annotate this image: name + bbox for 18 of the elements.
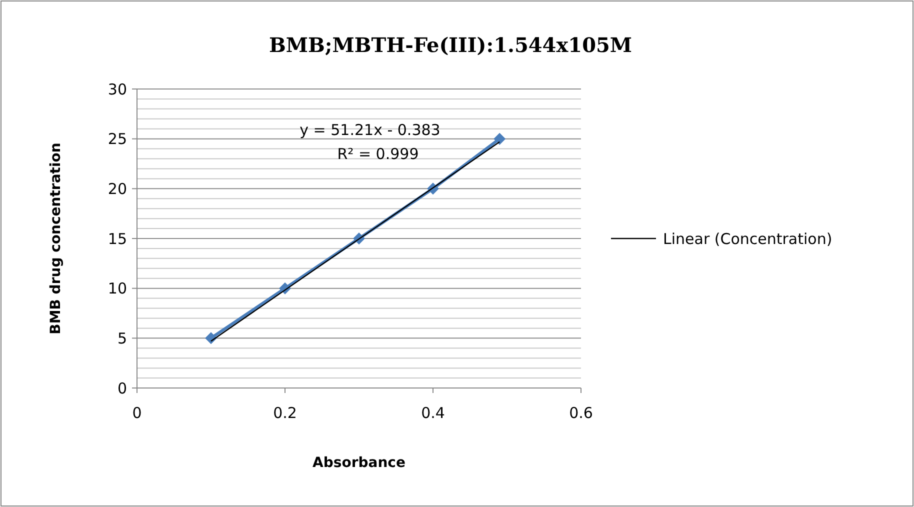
x-tick-label: 0.2 [273, 404, 297, 422]
chart-title: BMB;MBTH-Fe(III):1.544x105M [268, 33, 632, 57]
y-tick-label: 20 [108, 180, 127, 198]
x-tick-label: 0 [132, 404, 142, 422]
y-tick-label: 30 [108, 80, 127, 98]
y-axis-title: BMB drug concentration [48, 142, 64, 334]
point [494, 132, 506, 145]
annotation: R² = 0.999 [337, 145, 419, 163]
y-tick-label: 15 [108, 230, 127, 248]
legend-label: Linear (Concentration) [663, 230, 832, 248]
y-tick-label: 0 [117, 379, 127, 398]
x-tick-label: 0.6 [569, 404, 593, 422]
x-tick-label: 0.4 [421, 404, 445, 422]
y-tick-label: 10 [108, 280, 127, 298]
annotation: y = 51.21x - 0.383 [300, 121, 440, 139]
x-axis-title: Absorbance [312, 455, 406, 471]
y-tick-label: 25 [108, 130, 127, 148]
y-tick-label: 5 [117, 329, 127, 348]
